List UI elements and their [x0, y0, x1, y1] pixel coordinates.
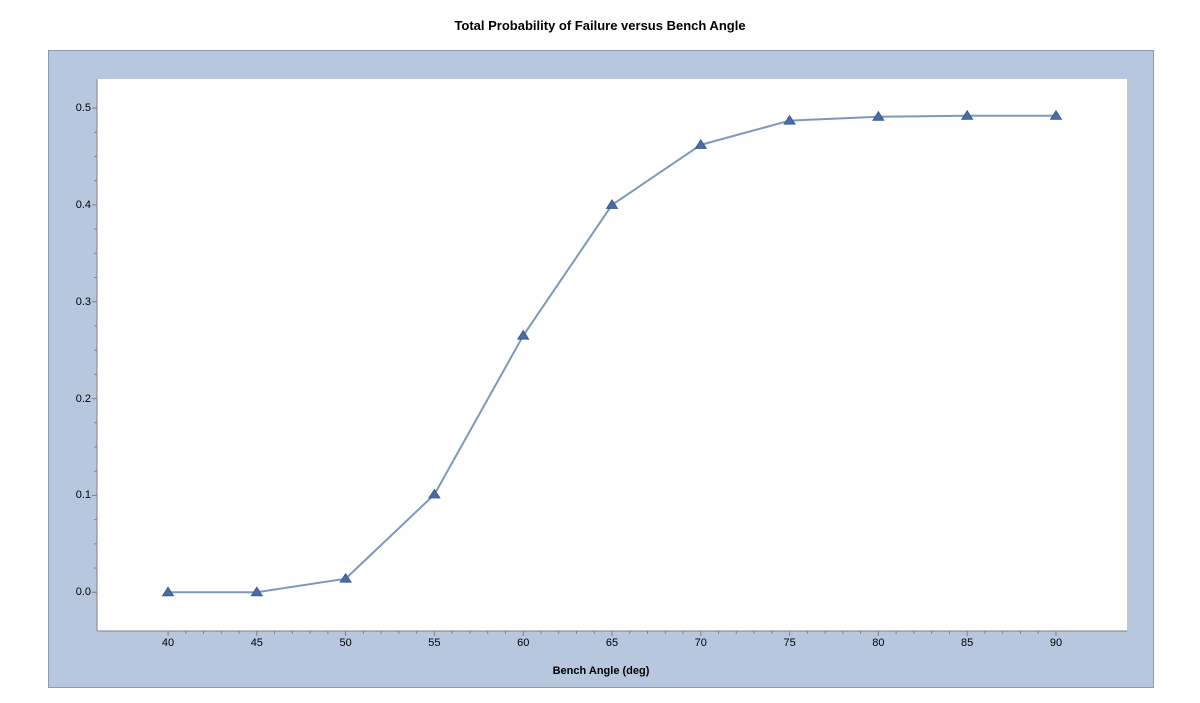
y-tick-label: 0.5 — [76, 102, 91, 114]
x-tick-label: 60 — [517, 637, 529, 649]
chart-title: Total Probability of Failure versus Benc… — [0, 0, 1200, 41]
y-tick-label: 0.2 — [76, 393, 91, 405]
plot-area: 0.00.10.20.30.40.54045505560657075808590 — [97, 79, 1127, 631]
x-tick-label: 45 — [251, 637, 263, 649]
x-tick-label: 65 — [606, 637, 618, 649]
x-tick-label: 80 — [872, 637, 884, 649]
y-tick-label: 0.0 — [76, 586, 91, 598]
chart-frame: Total Probability of Failure Bench Angle… — [48, 50, 1154, 688]
x-tick-label: 90 — [1050, 637, 1062, 649]
chart-svg — [97, 79, 1127, 631]
x-tick-label: 40 — [162, 637, 174, 649]
y-tick-label: 0.4 — [76, 199, 91, 211]
x-tick-label: 75 — [783, 637, 795, 649]
x-tick-label: 85 — [961, 637, 973, 649]
x-tick-label: 50 — [339, 637, 351, 649]
y-tick-label: 0.1 — [76, 489, 91, 501]
y-tick-label: 0.3 — [76, 296, 91, 308]
x-tick-label: 55 — [428, 637, 440, 649]
x-axis-label: Bench Angle (deg) — [553, 665, 650, 677]
x-tick-label: 70 — [695, 637, 707, 649]
